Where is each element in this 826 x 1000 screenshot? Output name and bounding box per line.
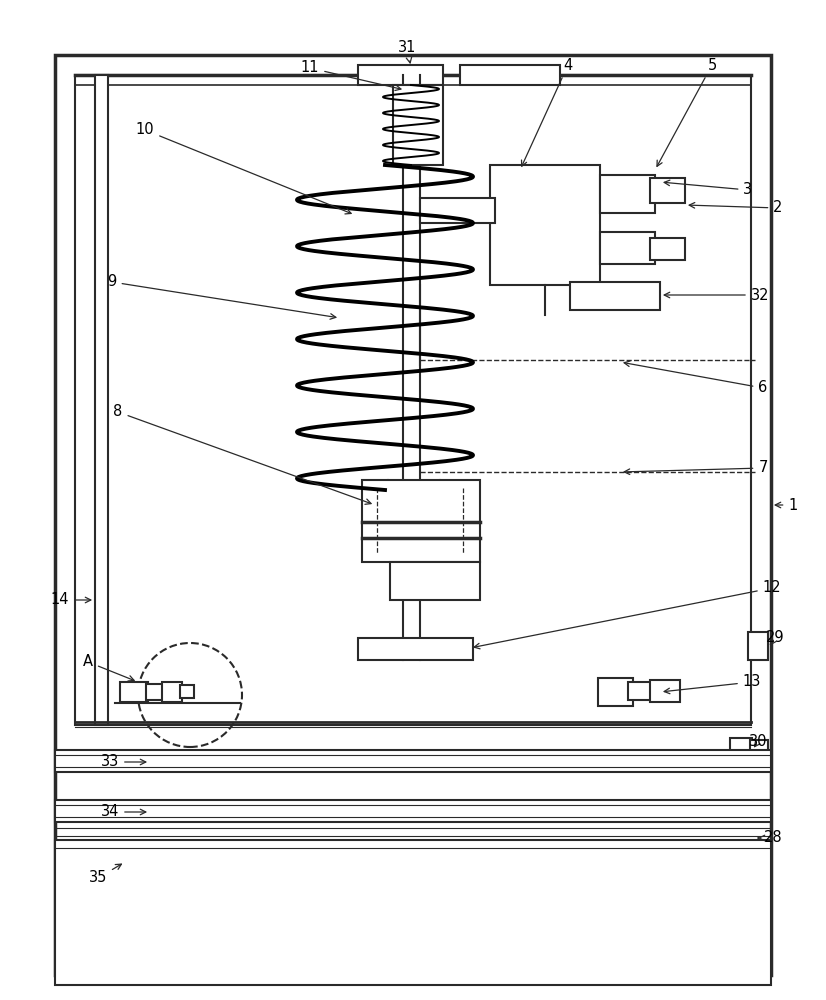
Text: 12: 12: [474, 580, 781, 649]
Bar: [55, 800, 771, 822]
Bar: [146, 684, 164, 700]
Bar: [650, 238, 685, 260]
Bar: [600, 232, 655, 264]
Text: 13: 13: [664, 674, 762, 694]
Text: 29: 29: [766, 631, 785, 646]
Text: 32: 32: [664, 288, 769, 302]
Bar: [750, 740, 768, 756]
Bar: [460, 65, 560, 85]
Bar: [95, 75, 108, 725]
Text: 8: 8: [113, 404, 371, 504]
Bar: [362, 480, 480, 562]
Bar: [650, 680, 680, 702]
Bar: [55, 840, 771, 985]
Bar: [358, 65, 443, 85]
Text: 9: 9: [107, 274, 336, 319]
Text: 14: 14: [50, 592, 91, 607]
Text: 4: 4: [521, 57, 572, 166]
Bar: [730, 738, 752, 758]
Bar: [598, 678, 633, 706]
Text: 35: 35: [89, 864, 121, 886]
Text: 28: 28: [758, 830, 782, 846]
Bar: [55, 55, 771, 975]
Bar: [650, 178, 685, 203]
Text: 7: 7: [624, 460, 767, 476]
Bar: [570, 282, 660, 310]
Text: 34: 34: [101, 804, 146, 820]
Text: 2: 2: [689, 200, 783, 216]
Bar: [600, 175, 655, 213]
Bar: [180, 685, 194, 698]
Bar: [748, 632, 768, 660]
Bar: [358, 638, 473, 660]
Bar: [393, 85, 443, 165]
Text: 5: 5: [657, 57, 717, 166]
Text: 30: 30: [748, 734, 767, 750]
Bar: [628, 682, 653, 700]
Bar: [420, 198, 495, 223]
Bar: [120, 682, 148, 702]
Text: 33: 33: [101, 754, 146, 770]
Text: 1: 1: [775, 497, 798, 512]
Bar: [162, 682, 182, 702]
Text: 6: 6: [624, 361, 767, 395]
Text: 11: 11: [301, 60, 401, 91]
Text: 31: 31: [398, 40, 416, 63]
Bar: [75, 75, 751, 725]
Text: 10: 10: [135, 122, 351, 214]
Bar: [490, 165, 600, 285]
Text: 3: 3: [664, 180, 752, 198]
Bar: [390, 562, 480, 600]
Text: A: A: [83, 654, 134, 681]
Bar: [55, 750, 771, 772]
